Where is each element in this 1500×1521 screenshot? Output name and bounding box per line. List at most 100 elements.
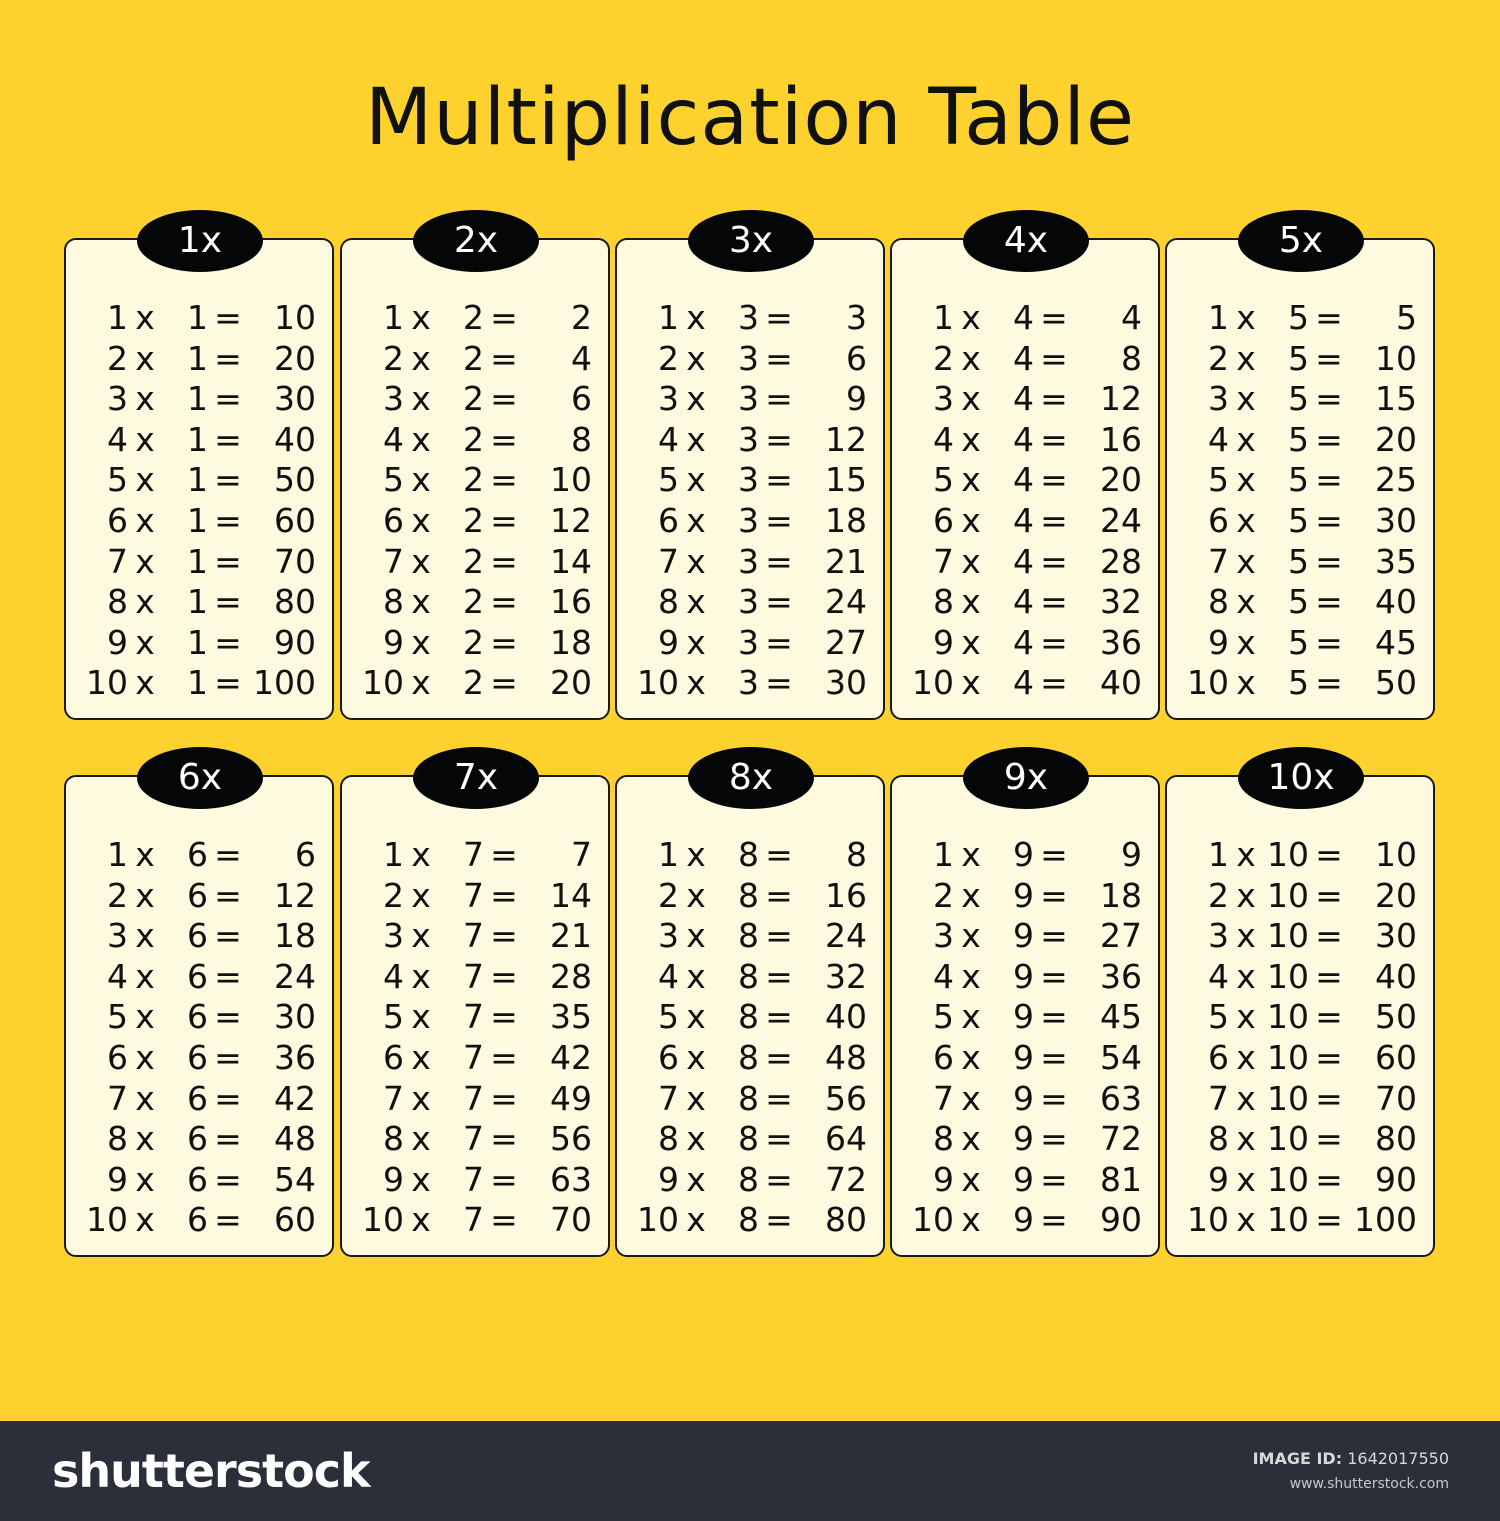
equals-sign: = (214, 1078, 242, 1118)
equation-row: 4 x 5 = 20 (1167, 420, 1433, 461)
times-sign: x (411, 956, 431, 996)
multiplier: 5 (933, 460, 954, 500)
multiplier: 1 (107, 298, 128, 337)
times-sign: x (686, 419, 706, 459)
product: 80 (1375, 1119, 1417, 1159)
times-sign: x (135, 582, 155, 622)
multiplicand: 6 (187, 875, 208, 915)
product: 7 (571, 835, 592, 874)
multiplier: 9 (383, 1159, 404, 1199)
equation-row: 7 x 8 = 56 (617, 1079, 883, 1120)
multiplicand: 5 (1288, 298, 1309, 337)
equation-row: 5 x 3 = 15 (617, 460, 883, 501)
product: 21 (550, 916, 592, 956)
equals-sign: = (490, 1200, 518, 1240)
multiplicand: 4 (1013, 379, 1034, 419)
equals-sign: = (490, 663, 518, 703)
equation-row: 9 x 8 = 72 (617, 1160, 883, 1201)
page-title: Multiplication Table (364, 73, 1136, 163)
multiplicand: 2 (463, 379, 484, 419)
multiplier: 2 (107, 875, 128, 915)
multiplicand: 9 (1013, 1159, 1034, 1199)
multiplier: 4 (658, 956, 679, 996)
times-sign: x (961, 916, 981, 956)
multiplier: 9 (107, 622, 128, 662)
multiplier: 2 (933, 875, 954, 915)
multiplicand: 9 (1013, 1119, 1034, 1159)
times-sign: x (411, 1159, 431, 1199)
times-sign: x (411, 1078, 431, 1118)
multiplier: 5 (107, 460, 128, 500)
multiplicand: 6 (187, 1078, 208, 1118)
multiplier: 3 (1208, 379, 1229, 419)
equation-row: 3 x 8 = 24 (617, 916, 883, 957)
product: 48 (274, 1119, 316, 1159)
product: 30 (274, 379, 316, 419)
equation-row: 6 x 5 = 30 (1167, 501, 1433, 542)
times-sign: x (135, 298, 155, 337)
multiplicand: 7 (463, 916, 484, 956)
product: 49 (550, 1078, 592, 1118)
multiplicand: 6 (187, 956, 208, 996)
times-sign: x (135, 622, 155, 662)
table-card-7x: 7x 1 x 7 = 7 2 x 7 = 14 3 x 7 = 21 4 x 7 = 28 5 x 7 = 35 6 x 7 = 42 7 x 7… (340, 747, 610, 1257)
equation-list: 1 x 7 = 7 2 x 7 = 14 3 x 7 = 21 4 x 7 = 28 5 x 7 = 35 6 x 7 = 42 7 x 7 = 4… (342, 835, 608, 1241)
multiplier: 7 (107, 1078, 128, 1118)
multiplicand: 8 (738, 916, 759, 956)
times-sign: x (1236, 663, 1256, 703)
equation-row: 2 x 7 = 14 (342, 876, 608, 917)
equation-row: 8 x 3 = 24 (617, 582, 883, 623)
equals-sign: = (214, 1159, 242, 1199)
times-sign: x (411, 663, 431, 703)
multiplicand: 7 (463, 835, 484, 874)
multiplicand: 10 (1267, 875, 1309, 915)
equation-row: 2 x 9 = 18 (892, 876, 1158, 917)
equals-sign: = (765, 875, 793, 915)
product: 60 (274, 1200, 316, 1240)
equals-sign: = (1315, 338, 1343, 378)
equation-row: 7 x 2 = 14 (342, 542, 608, 583)
multiplier: 8 (658, 582, 679, 622)
equals-sign: = (1315, 956, 1343, 996)
multiplier: 8 (107, 582, 128, 622)
equals-sign: = (490, 997, 518, 1037)
equation-row: 8 x 10 = 80 (1167, 1119, 1433, 1160)
equation-row: 1 x 8 = 8 (617, 835, 883, 876)
equation-list: 1 x 6 = 6 2 x 6 = 12 3 x 6 = 18 4 x 6 = 24 5 x 6 = 30 6 x 6 = 36 7 x 6 = 4… (66, 835, 332, 1241)
equation-row: 10 x 5 = 50 (1167, 663, 1433, 704)
times-sign: x (961, 1159, 981, 1199)
multiplier: 10 (362, 663, 404, 703)
equals-sign: = (214, 622, 242, 662)
product: 80 (825, 1200, 867, 1240)
multiplicand: 1 (187, 379, 208, 419)
product: 10 (274, 298, 316, 337)
product: 10 (550, 460, 592, 500)
table-label-pill: 8x (688, 747, 814, 809)
equation-row: 6 x 6 = 36 (66, 1038, 332, 1079)
equals-sign: = (1315, 835, 1343, 874)
equals-sign: = (490, 835, 518, 874)
product: 9 (846, 379, 867, 419)
product: 8 (1121, 338, 1142, 378)
multiplicand: 1 (187, 419, 208, 459)
times-sign: x (961, 379, 981, 419)
multiplier: 5 (1208, 460, 1229, 500)
times-sign: x (686, 338, 706, 378)
multiplicand: 5 (1288, 582, 1309, 622)
multiplicand: 10 (1267, 835, 1309, 874)
equals-sign: = (214, 541, 242, 581)
times-sign: x (686, 916, 706, 956)
times-sign: x (1236, 875, 1256, 915)
equals-sign: = (1040, 622, 1068, 662)
multiplicand: 6 (187, 1200, 208, 1240)
multiplicand: 2 (463, 500, 484, 540)
multiplier: 1 (107, 835, 128, 874)
equals-sign: = (765, 419, 793, 459)
multiplier: 7 (383, 1078, 404, 1118)
equation-row: 2 x 6 = 12 (66, 876, 332, 917)
multiplier: 9 (933, 622, 954, 662)
multiplier: 7 (658, 541, 679, 581)
product: 6 (846, 338, 867, 378)
product: 40 (1375, 956, 1417, 996)
multiplier: 2 (383, 875, 404, 915)
